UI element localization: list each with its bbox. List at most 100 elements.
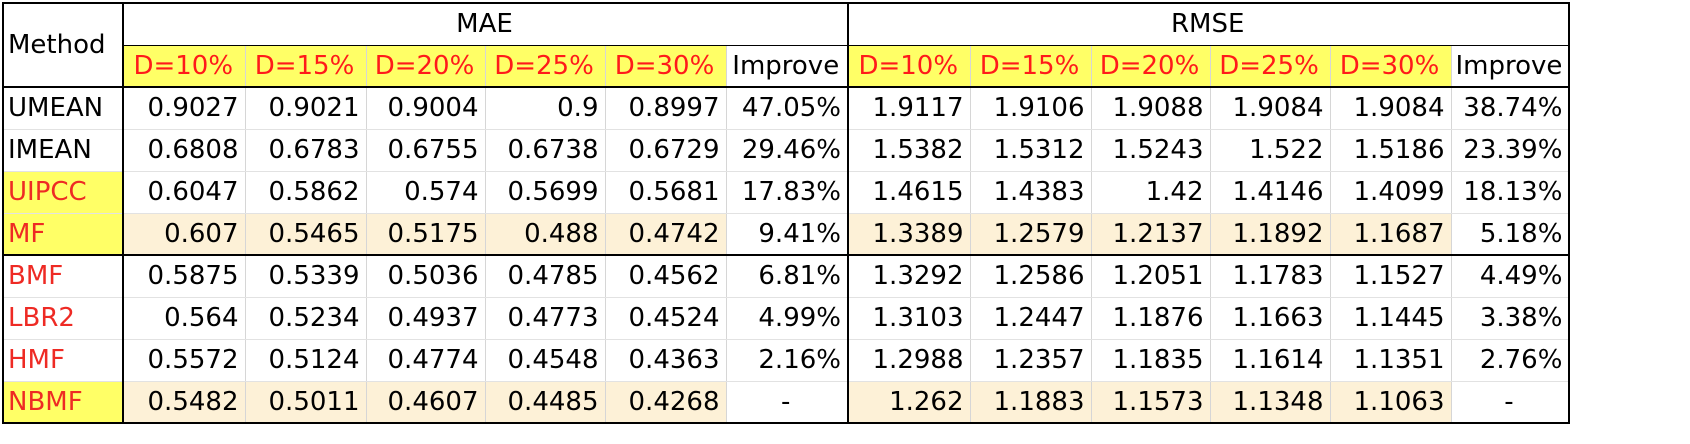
rmse-value: 1.4615 [847,170,971,214]
rmse-improve-value: 18.13% [1450,170,1571,214]
mae-value: 0.4785 [484,254,606,298]
rmse-value: 1.1573 [1090,380,1211,424]
mae-value: 0.607 [122,212,246,256]
table-row: BMF 0.5875 0.5339 0.5036 0.4785 0.4562 6.81% 1.… [2,254,1571,298]
mae-value: 0.4363 [604,338,727,382]
method-name: MF [2,212,124,256]
mae-density-header: D=25% [484,44,606,88]
mae-value: 0.6047 [122,170,246,214]
mae-value: 0.5011 [244,380,367,424]
mae-value: 0.5339 [244,254,367,298]
rmse-value: 1.9088 [1090,86,1211,130]
rmse-value: 1.2988 [847,338,971,382]
rmse-value: 1.4099 [1329,170,1452,214]
rmse-value: 1.3292 [847,254,971,298]
mae-improve-value: 17.83% [725,170,849,214]
rmse-value: 1.1445 [1329,296,1452,340]
mae-value: 0.5862 [244,170,367,214]
mae-value: 0.5681 [604,170,727,214]
rmse-density-header: D=30% [1329,44,1452,88]
rmse-value: 1.9084 [1329,86,1452,130]
rmse-value: 1.1663 [1209,296,1331,340]
mae-value: 0.6738 [484,128,606,172]
rmse-group-header: RMSE [847,2,1571,46]
rmse-value: 1.1876 [1090,296,1211,340]
rmse-improve-value: 4.49% [1450,254,1571,298]
mae-value: 0.4548 [484,338,606,382]
rmse-value: 1.2051 [1090,254,1211,298]
rmse-value: 1.1063 [1329,380,1452,424]
rmse-value: 1.42 [1090,170,1211,214]
rmse-value: 1.5382 [847,128,971,172]
rmse-density-header: D=20% [1090,44,1211,88]
method-name: UIPCC [2,170,124,214]
rmse-value: 1.3389 [847,212,971,256]
rmse-improve-value: 5.18% [1450,212,1571,256]
mae-value: 0.4774 [365,338,486,382]
method-name: BMF [2,254,124,298]
mae-value: 0.4773 [484,296,606,340]
mae-improve-value: 47.05% [725,86,849,130]
table-row: HMF 0.5572 0.5124 0.4774 0.4548 0.4363 2.16% 1.… [2,338,1571,382]
mae-value: 0.4937 [365,296,486,340]
method-name: LBR2 [2,296,124,340]
mae-value: 0.5572 [122,338,246,382]
table-row: NBMF 0.5482 0.5011 0.4607 0.4485 0.4268-1.262… [2,380,1571,424]
mae-value: 0.5482 [122,380,246,424]
rmse-value: 1.4383 [969,170,1092,214]
mae-value: 0.5124 [244,338,367,382]
rmse-value: 1.1351 [1329,338,1452,382]
rmse-value: 1.1527 [1329,254,1452,298]
method-name: HMF [2,338,124,382]
mae-value: 0.5465 [244,212,367,256]
rmse-improve-value: 38.74% [1450,86,1571,130]
rmse-value: 1.1614 [1209,338,1331,382]
mae-value: 0.9027 [122,86,246,130]
rmse-value: 1.2357 [969,338,1092,382]
mae-density-header: D=10% [122,44,246,88]
mae-value: 0.6808 [122,128,246,172]
rmse-value: 1.2137 [1090,212,1211,256]
mae-value: 0.4268 [604,380,727,424]
mae-value: 0.8997 [604,86,727,130]
header-row-densities: D=10% D=15% D=20% D=25% D=30% Improve D=… [3,44,1571,88]
rmse-value: 1.1835 [1090,338,1211,382]
mae-value: 0.488 [484,212,606,256]
rmse-value: 1.2579 [969,212,1092,256]
rmse-value: 1.1348 [1209,380,1331,424]
rmse-density-header: D=10% [847,44,971,88]
rmse-improve-value: 3.38% [1450,296,1571,340]
results-table: Method MAE RMSE D=10% D=15% D=20% D=25% … [2,2,1571,424]
mae-value: 0.5036 [365,254,486,298]
rmse-improve-header: Improve [1450,44,1571,88]
mae-value: 0.5175 [365,212,486,256]
rmse-value: 1.4146 [1209,170,1331,214]
rmse-improve-value: - [1450,380,1571,424]
mae-value: 0.574 [365,170,486,214]
table-row: IMEAN 0.6808 0.6783 0.6755 0.6738 0.6729 29.46… [2,128,1571,172]
rmse-value: 1.262 [847,380,971,424]
mae-value: 0.564 [122,296,246,340]
mae-value: 0.5234 [244,296,367,340]
mae-value: 0.4485 [484,380,606,424]
method-name: UMEAN [2,86,124,130]
rmse-value: 1.522 [1209,128,1331,172]
rmse-improve-value: 2.76% [1450,338,1571,382]
mae-improve-value: 29.46% [725,128,849,172]
mae-improve-value: - [725,380,849,424]
rmse-density-header: D=25% [1209,44,1331,88]
mae-value: 0.9021 [244,86,367,130]
mae-value: 0.5875 [122,254,246,298]
mae-group-header: MAE [122,2,849,46]
mae-value: 0.6755 [365,128,486,172]
mae-improve-value: 9.41% [725,212,849,256]
method-name: NBMF [2,380,124,424]
rmse-value: 1.1687 [1329,212,1452,256]
rmse-value: 1.1783 [1209,254,1331,298]
rmse-density-header: D=15% [969,44,1092,88]
rmse-value: 1.1892 [1209,212,1331,256]
method-name: IMEAN [2,128,124,172]
rmse-value: 1.5243 [1090,128,1211,172]
table-row: LBR2 0.564 0.5234 0.4937 0.4773 0.4524 4.99% 1.… [2,296,1571,340]
rmse-value: 1.2447 [969,296,1092,340]
